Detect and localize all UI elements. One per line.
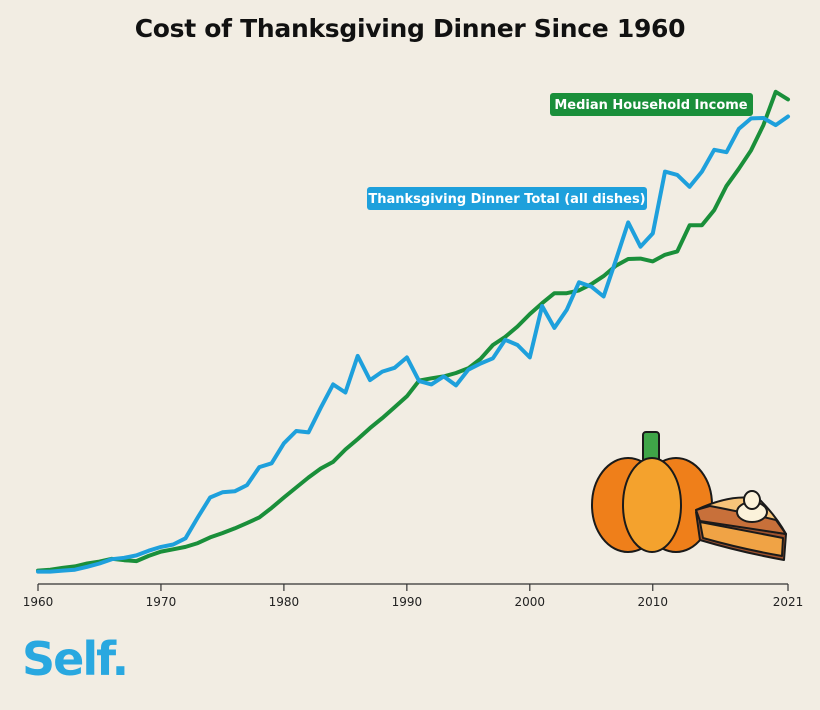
income-label-text: Median Household Income bbox=[554, 98, 747, 113]
median-income-line bbox=[36, 89, 790, 573]
series-lines bbox=[36, 89, 790, 574]
logo-dot: . bbox=[111, 632, 130, 686]
x-tick-label-1970: 1970 bbox=[146, 595, 177, 609]
pumpkin-icon bbox=[591, 431, 713, 553]
dinner-total-line bbox=[36, 114, 790, 574]
x-tick-label-2021: 2021 bbox=[773, 595, 804, 609]
x-tick-label-1990: 1990 bbox=[392, 595, 423, 609]
dinner-label-box bbox=[367, 187, 647, 210]
dinner-label-text: Thanksgiving Dinner Total (all dishes) bbox=[368, 192, 645, 207]
x-tick-label-1960: 1960 bbox=[23, 595, 54, 609]
x-axis-ticks: 1960 1970 1980 1990 2000 2010 2021 bbox=[23, 584, 804, 609]
x-tick-label-1980: 1980 bbox=[269, 595, 300, 609]
logo-text: Self bbox=[22, 632, 114, 686]
income-label-box bbox=[550, 93, 753, 116]
pie-slice-icon bbox=[695, 490, 787, 561]
x-tick-label-2000: 2000 bbox=[515, 595, 546, 609]
dinner-series-label: Thanksgiving Dinner Total (all dishes) bbox=[367, 187, 647, 210]
chart-title: Cost of Thanksgiving Dinner Since 1960 bbox=[134, 14, 686, 43]
income-series-label: Median Household Income bbox=[550, 93, 753, 116]
self-logo: Self. bbox=[22, 632, 130, 686]
x-tick-label-2010: 2010 bbox=[637, 595, 668, 609]
